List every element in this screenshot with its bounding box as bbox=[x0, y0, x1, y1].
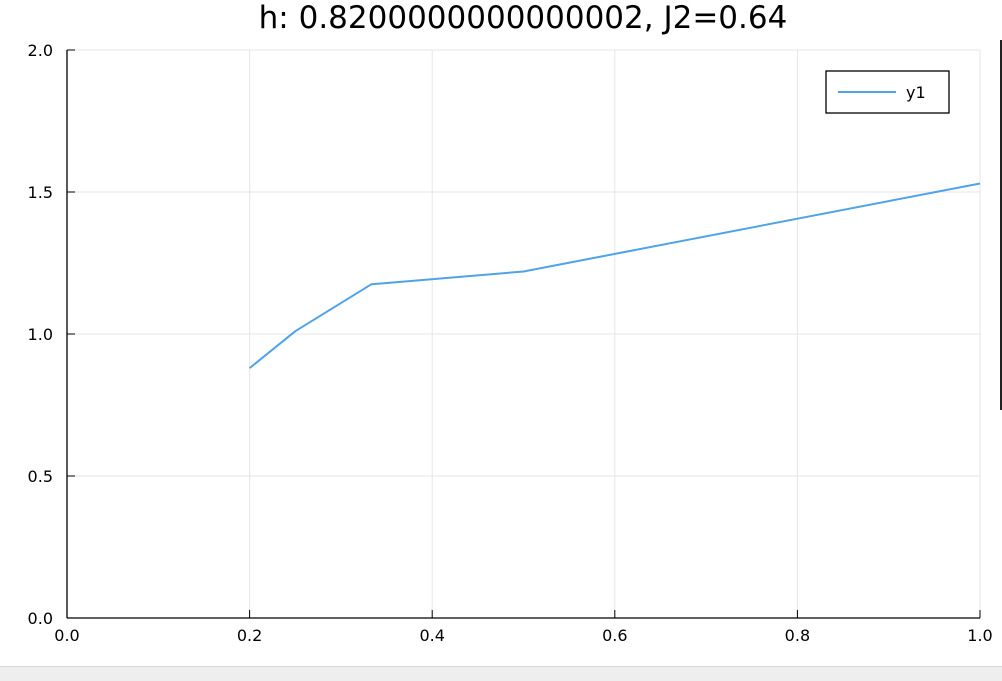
y-tick-label: 0.5 bbox=[28, 467, 53, 486]
y-tick-label: 2.0 bbox=[28, 41, 53, 60]
x-tick-label: 0.8 bbox=[785, 626, 810, 645]
series-line-y1 bbox=[248, 182, 981, 369]
tick-labels: 0.0 0.2 0.4 0.6 0.8 1.0 0.0 0.5 1.0 1.5 2.0 bbox=[28, 41, 993, 645]
line-chart: h: 0.8200000000000002, J2=0.64 0.0 0.2 0.4… bbox=[28, 0, 993, 645]
x-tick-label: 0.6 bbox=[602, 626, 627, 645]
x-tick-label: 1.0 bbox=[967, 626, 992, 645]
axes bbox=[66, 49, 981, 619]
x-tick-label: 0.2 bbox=[237, 626, 262, 645]
chart-title: h: 0.8200000000000002, J2=0.64 bbox=[259, 0, 788, 36]
y-tick-label: 1.0 bbox=[28, 325, 53, 344]
window-edge bbox=[1000, 40, 1002, 410]
x-tick-label: 0.4 bbox=[419, 626, 444, 645]
series-layer bbox=[248, 182, 981, 369]
y-tick-label: 0.0 bbox=[28, 609, 53, 628]
y-tick-label: 1.5 bbox=[28, 183, 53, 202]
legend: y1 bbox=[825, 70, 950, 114]
legend-label: y1 bbox=[906, 83, 926, 102]
figure: h: 0.8200000000000002, J2=0.64 0.0 0.2 0.4… bbox=[0, 0, 1002, 666]
bottom-strip bbox=[0, 666, 1002, 681]
x-tick-label: 0.0 bbox=[54, 626, 79, 645]
grid bbox=[67, 49, 981, 618]
